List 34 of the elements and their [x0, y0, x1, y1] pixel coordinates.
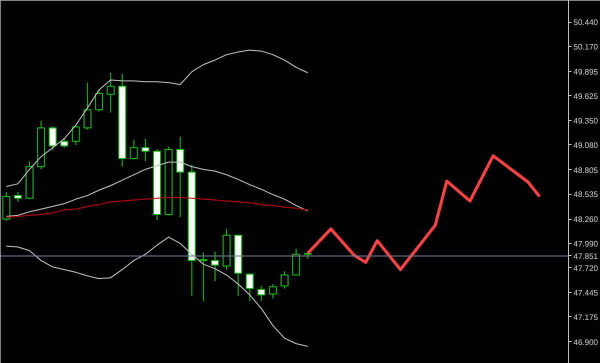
candlestick [141, 138, 150, 162]
candlestick [176, 136, 184, 218]
y-tick-label: 47.175 [574, 312, 599, 322]
line-series [6, 50, 308, 188]
y-tick-label: 50.440 [574, 18, 599, 28]
candlestick [83, 82, 92, 130]
y-tick-label: 50.170 [574, 42, 599, 52]
candlestick [246, 274, 254, 302]
candlestick [257, 285, 266, 302]
y-tick-label: 49.080 [574, 140, 599, 150]
line-series [6, 236, 308, 347]
y-tick-label: 48.260 [574, 215, 599, 224]
candlestick [95, 89, 104, 112]
candlestick [280, 270, 288, 290]
y-tick-label: 49.625 [574, 92, 599, 101]
y-tick-label: 49.350 [574, 116, 599, 126]
candlestick [268, 284, 277, 299]
y-tick-label: 47.990 [574, 239, 599, 248]
candlestick [106, 72, 115, 113]
y-tick-label: 48.535 [574, 190, 599, 200]
candlestick [14, 191, 22, 202]
y-tick-label: 49.895 [574, 67, 599, 76]
candlestick [292, 248, 300, 276]
candlestick [210, 251, 219, 282]
candlestick [199, 252, 208, 302]
candlestick [48, 126, 57, 151]
candlestick [60, 137, 68, 148]
y-tick-label: 47.720 [574, 264, 599, 273]
y-tick-label: 47.445 [574, 288, 599, 298]
y-tick-label: 46.900 [574, 338, 599, 347]
candlestick [72, 124, 80, 146]
ref-line-label: 47.851 [574, 252, 599, 261]
y-tick-label: 48.805 [574, 166, 599, 175]
candlestick [130, 139, 138, 160]
